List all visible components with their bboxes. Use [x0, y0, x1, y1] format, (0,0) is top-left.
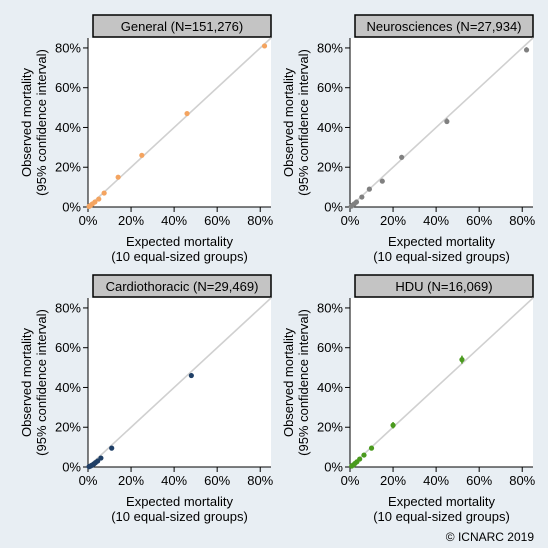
chart-2-x-axis-subtitle: (10 equal-sized groups) — [111, 509, 248, 524]
chart-3-x-tick-label: 40% — [423, 473, 449, 488]
chart-1-x-tick-label: 40% — [423, 213, 449, 228]
chart-0-y-tick-label: 60% — [55, 80, 81, 95]
chart-1-data-point — [366, 186, 372, 192]
chart-3-y-tick-label: 60% — [317, 340, 343, 355]
chart-1-x-tick-label: 20% — [380, 213, 406, 228]
chart-3-title: HDU (N=16,069) — [395, 279, 492, 294]
chart-1-panel: Neurosciences (N=27,934) 0% 20% 40% 60% 80% 0%… — [281, 14, 536, 264]
chart-1-y-axis-title: Observed mortality — [281, 67, 296, 177]
chart-2-x-tick-label: 20% — [118, 473, 144, 488]
chart-3-x-axis-subtitle: (10 equal-sized groups) — [373, 509, 510, 524]
chart-0-x-tick-label: 40% — [161, 213, 187, 228]
chart-1-x-axis-subtitle: (10 equal-sized groups) — [373, 249, 510, 264]
chart-3-panel: HDU (N=16,069) 0% 20% 40% 60% 80% 0% 20% 40% 60% 8… — [281, 274, 536, 524]
chart-3-data-point — [390, 422, 396, 428]
chart-1-x-tick-label: 80% — [509, 213, 535, 228]
chart-3-y-axis-subtitle: (95% confidence interval) — [296, 309, 311, 456]
chart-3-data-point — [361, 452, 367, 458]
chart-1-data-point — [359, 194, 365, 200]
chart-3-y-tick-label: 80% — [317, 300, 343, 315]
chart-3-reference-line — [349, 297, 534, 468]
chart-3-x-axis-title: Expected mortality — [388, 494, 495, 509]
chart-3-title-box — [354, 274, 534, 298]
chart-0-y-tick-label: 40% — [55, 120, 81, 135]
chart-1-data-point — [399, 154, 405, 160]
chart-0-y-axis-title: Observed mortality — [19, 67, 34, 177]
chart-1-y-tick-label: 80% — [317, 40, 343, 55]
chart-2-data-point — [109, 445, 115, 451]
chart-2-y-axis-title: Observed mortality — [19, 327, 34, 437]
chart-1-y-tick-label: 0% — [324, 200, 343, 215]
chart-1-y-tick-label: 40% — [317, 120, 343, 135]
chart-0-panel: General (N=151,276) 0% 20% 40% 60% 80% 0% 20% 40… — [19, 14, 274, 264]
chart-2-y-tick-label: 0% — [62, 460, 81, 475]
chart-1-x-axis-title: Expected mortality — [388, 234, 495, 249]
chart-1-x-tick-label: 60% — [466, 213, 492, 228]
chart-2-panel: Cardiothoracic (N=29,469) 0% 20% 40% 60% 80% 0… — [19, 274, 274, 524]
chart-1-y-tick-label: 20% — [317, 160, 343, 175]
chart-3-data-point — [368, 445, 375, 451]
chart-2-x-tick-label: 0% — [79, 473, 98, 488]
chart-0-data-point — [101, 190, 107, 196]
chart-2-y-tick-label: 40% — [55, 380, 81, 395]
chart-0-y-tick-label: 0% — [62, 200, 81, 215]
chart-0-x-tick-label: 20% — [118, 213, 144, 228]
chart-0-data-point — [115, 174, 121, 180]
chart-2-y-axis-subtitle: (95% confidence interval) — [34, 309, 49, 456]
chart-2-x-tick-label: 80% — [247, 473, 273, 488]
chart-0-x-axis-subtitle: (10 equal-sized groups) — [111, 249, 248, 264]
chart-1-data-point — [353, 199, 360, 205]
chart-3-x-tick-label: 0% — [341, 473, 360, 488]
chart-2-title-box — [92, 274, 272, 298]
chart-1-data-point — [523, 47, 530, 53]
chart-2-x-axis-title: Expected mortality — [126, 494, 233, 509]
chart-1-reference-line — [349, 37, 534, 208]
chart-1-title: Neurosciences (N=27,934) — [367, 19, 522, 34]
chart-2-y-tick-label: 20% — [55, 420, 81, 435]
chart-0-data-point — [139, 152, 145, 158]
chart-0-x-tick-label: 60% — [204, 213, 230, 228]
copyright-note: © ICNARC 2019 — [445, 530, 534, 544]
chart-2-reference-line — [87, 297, 272, 468]
chart-0-y-tick-label: 20% — [55, 160, 81, 175]
chart-3-x-tick-label: 20% — [380, 473, 406, 488]
chart-2-data-point — [188, 372, 194, 379]
chart-0-data-point — [184, 110, 190, 117]
chart-3-y-tick-label: 40% — [317, 380, 343, 395]
chart-2-x-tick-label: 60% — [204, 473, 230, 488]
chart-1-y-tick-label: 60% — [317, 80, 343, 95]
chart-1-title-box — [354, 14, 534, 38]
chart-3-y-tick-label: 0% — [324, 460, 343, 475]
chart-0-x-tick-label: 0% — [79, 213, 98, 228]
chart-0-title-box — [92, 14, 272, 38]
chart-3-y-axis-title: Observed mortality — [281, 327, 296, 437]
chart-2-x-tick-label: 40% — [161, 473, 187, 488]
chart-0-title: General (N=151,276) — [121, 19, 244, 34]
chart-3-y-tick-label: 20% — [317, 420, 343, 435]
chart-0-x-tick-label: 80% — [247, 213, 273, 228]
chart-2-data-point — [98, 455, 104, 461]
chart-2-y-tick-label: 80% — [55, 300, 81, 315]
chart-0-x-axis-title: Expected mortality — [126, 234, 233, 249]
chart-3-data-point — [459, 357, 465, 363]
chart-3-data-point — [357, 456, 363, 462]
chart-1-data-point — [444, 118, 450, 125]
chart-3-x-tick-label: 60% — [466, 473, 492, 488]
chart-0-data-point — [92, 199, 98, 205]
chart-0-data-point — [96, 196, 102, 202]
chart-1-data-point — [379, 178, 385, 184]
chart-0-data-point — [261, 43, 268, 49]
chart-1-y-axis-subtitle: (95% confidence interval) — [296, 49, 311, 196]
chart-2-title: Cardiothoracic (N=29,469) — [106, 279, 259, 294]
chart-1-x-tick-label: 0% — [341, 213, 360, 228]
chart-0-y-axis-subtitle: (95% confidence interval) — [34, 49, 49, 196]
chart-3-x-tick-label: 80% — [509, 473, 535, 488]
chart-0-y-tick-label: 80% — [55, 40, 81, 55]
chart-2-y-tick-label: 60% — [55, 340, 81, 355]
